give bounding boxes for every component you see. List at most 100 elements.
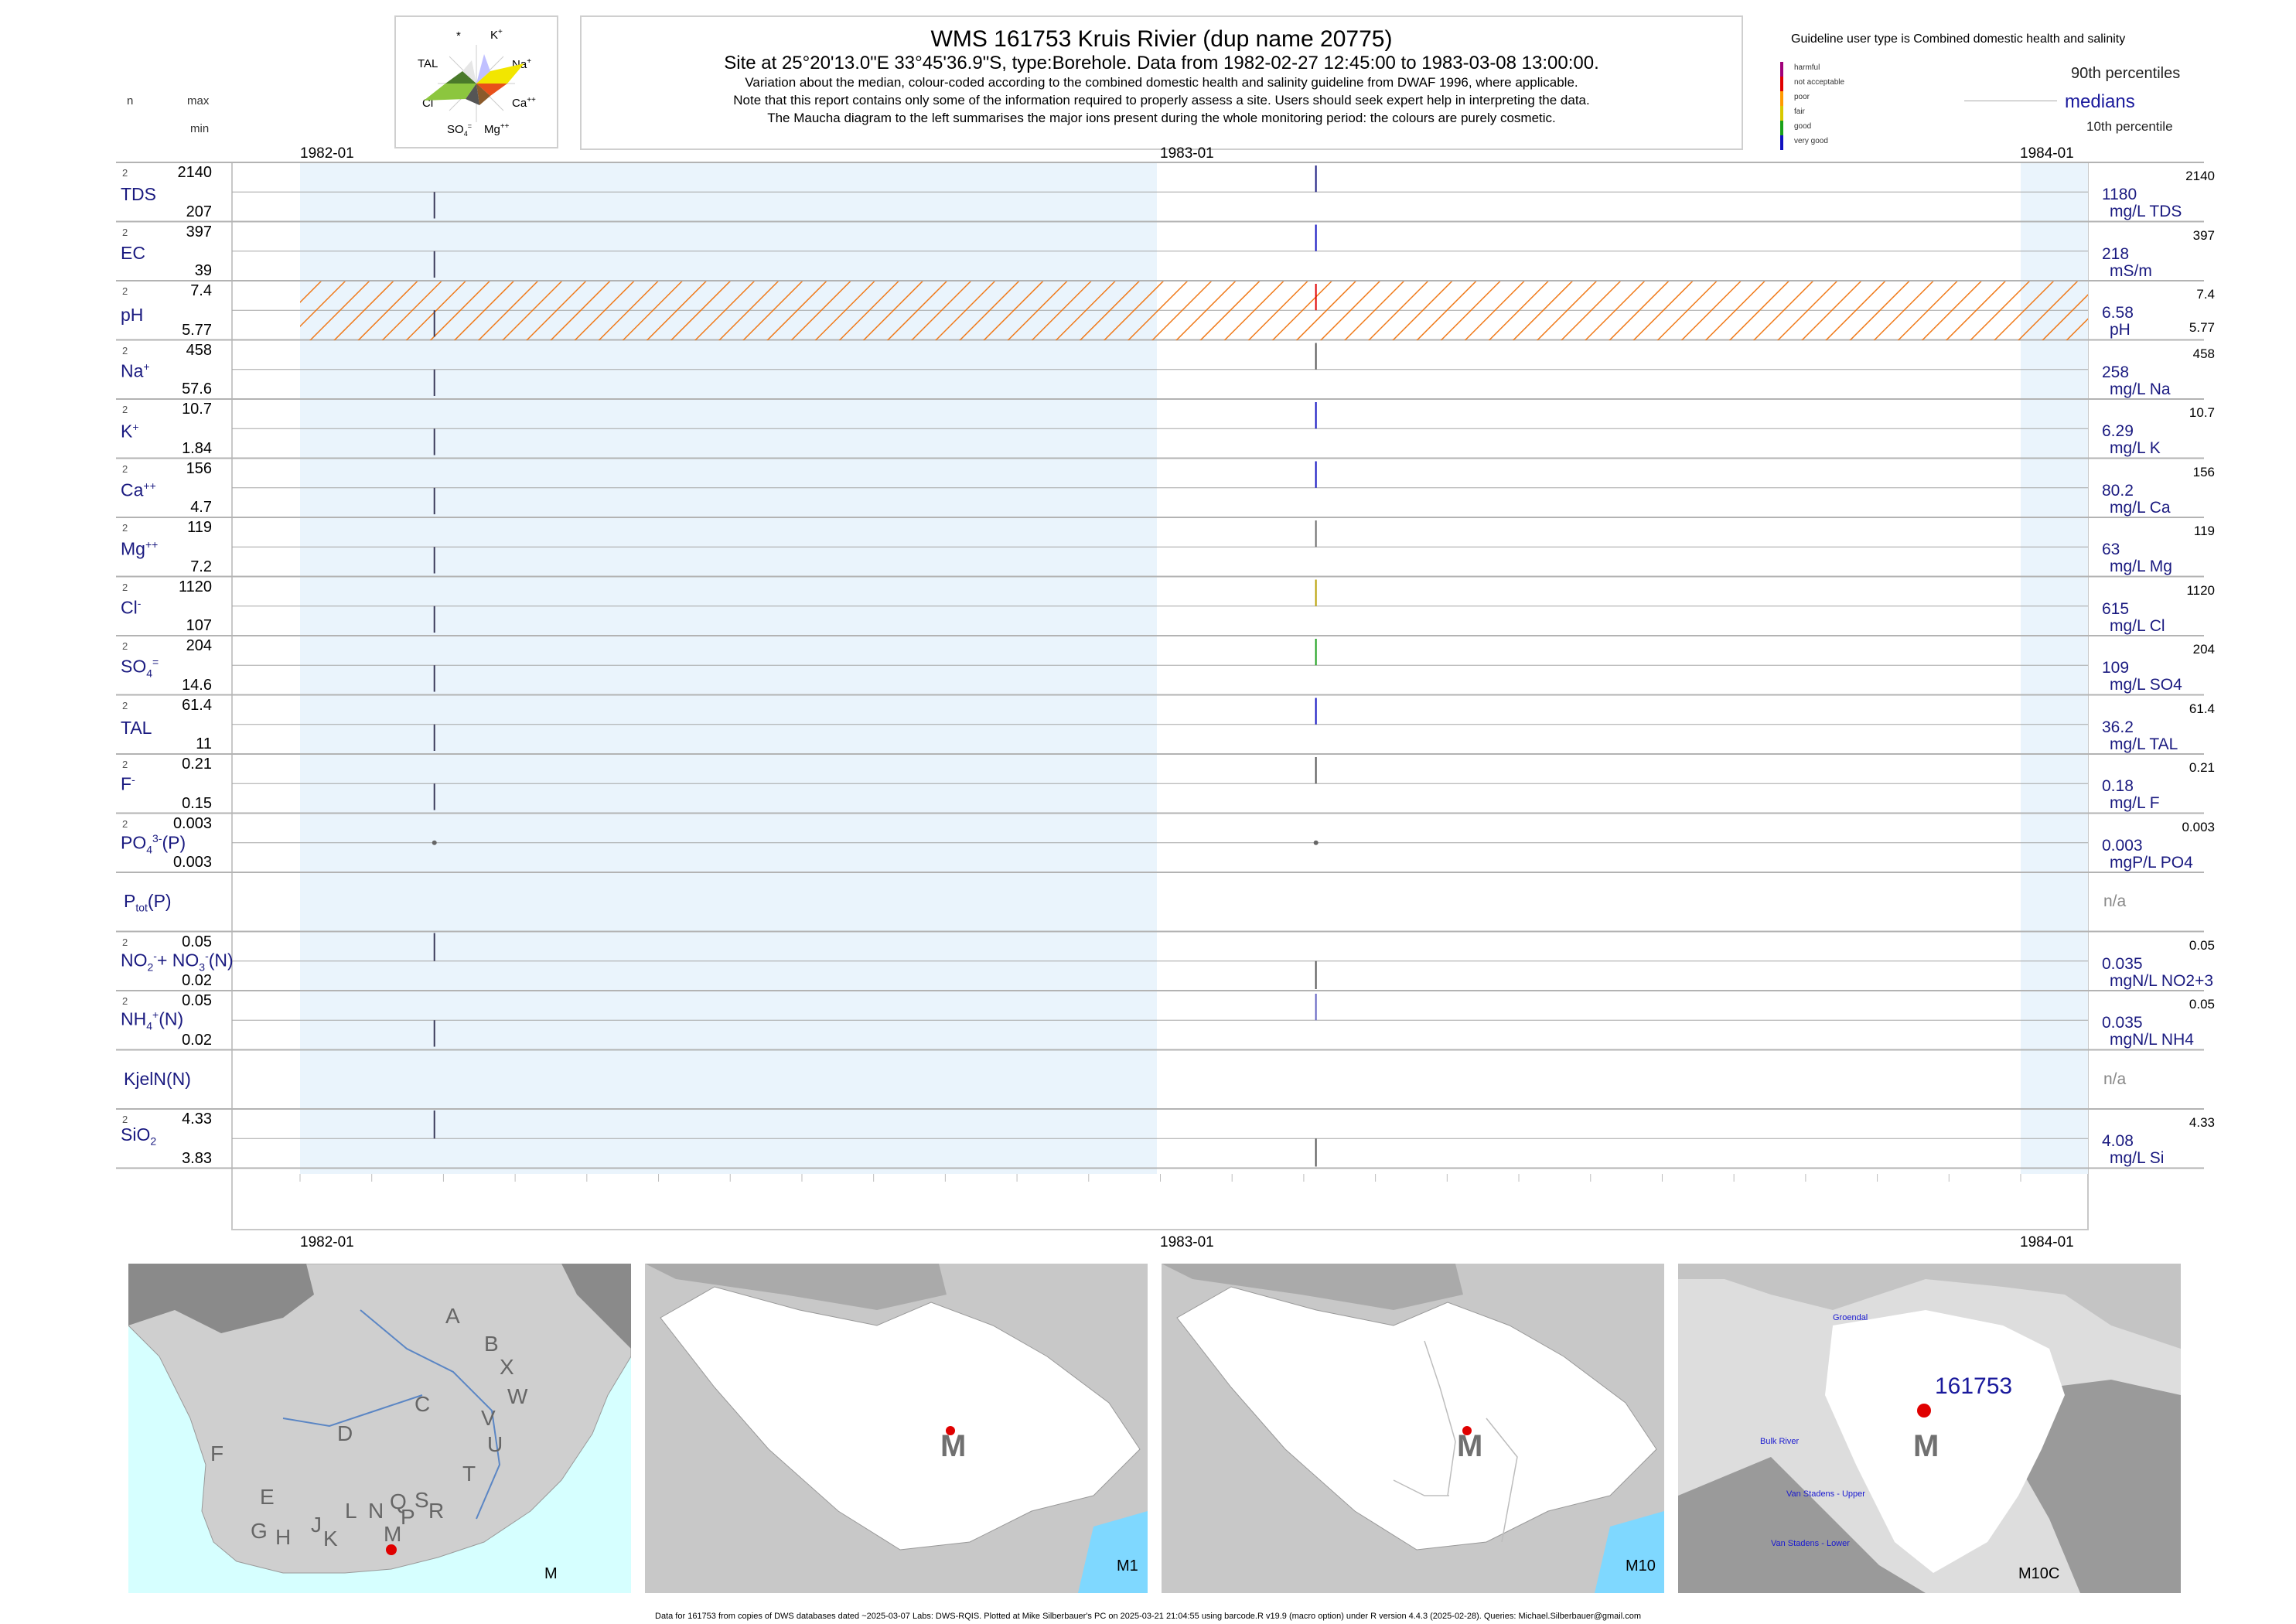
row-unit: mg/L K (2110, 439, 2161, 458)
row-min: 0.02 (182, 1031, 212, 1049)
row-right-max: 7.4 (2196, 287, 2215, 302)
maucha-k-label: K+ (490, 28, 503, 42)
row-right-max: 1120 (2186, 582, 2215, 598)
param-nh4: NH4+(N) (121, 1008, 184, 1032)
legend-color-bar (1780, 91, 1783, 106)
sample-point (1313, 840, 1319, 845)
map-m10c-site-label: 161753 (1935, 1373, 2013, 1399)
row-n: 2 (122, 462, 128, 475)
row-right-max: 4.33 (2189, 1115, 2215, 1130)
legend-p90: 90th percentiles (2071, 65, 2181, 82)
map-m1-marker: M (940, 1429, 967, 1463)
row-unit: mgN/L NO2+3 (2110, 971, 2214, 990)
row-n: 2 (122, 226, 128, 238)
row-min: 0.02 (182, 972, 212, 989)
row-right-max: 0.05 (2189, 997, 2215, 1012)
row-right-max: 0.003 (2182, 819, 2215, 834)
row-unit: mg/L Na (2110, 380, 2171, 398)
title-box: WMS 161753 Kruis Rivier (dup name 20775)… (580, 15, 1743, 150)
row-right-max: 0.21 (2189, 760, 2215, 775)
row-min: 5.77 (182, 321, 212, 339)
drainage-region-letter: L (345, 1499, 357, 1523)
description-line-2: Note that this report contains only some… (733, 93, 1590, 107)
row-right-max: 61.4 (2189, 701, 2215, 716)
description-line-3: The Maucha diagram to the left summarise… (767, 111, 1556, 125)
legend-item-label: good (1794, 122, 1812, 131)
col-header-min: min (190, 122, 210, 135)
param-na: Na+ (121, 360, 150, 381)
row-max: 119 (187, 519, 212, 536)
row-n: 2 (122, 404, 128, 415)
map-m10c: 161753 M Groendal Bulk River Van Stadens… (1678, 1264, 2181, 1593)
row-n: 2 (122, 817, 128, 830)
maucha-mg-label: Mg++ (484, 122, 510, 136)
row-max: 1120 (178, 578, 212, 595)
description-line-1: Variation about the median, colour-coded… (745, 75, 1578, 90)
row-unit: mg/L Ca (2110, 498, 2171, 517)
row-max: 0.05 (182, 933, 212, 950)
row-median: 6.58 (2102, 304, 2134, 322)
drainage-region-letter: C (415, 1392, 431, 1416)
map-m10-marker: M (1457, 1429, 1483, 1463)
row-median: 6.29 (2102, 422, 2134, 441)
footer-note: Data for 161753 from copies of DWS datab… (655, 1612, 1641, 1621)
maucha-star-shape (424, 45, 524, 122)
row-max: 10.7 (182, 401, 212, 418)
map-m10c-caption: M10C (2018, 1565, 2060, 1582)
drainage-region-letter: K (323, 1527, 338, 1551)
legend-median: medians (2065, 91, 2135, 112)
map-m-caption: M (544, 1565, 558, 1582)
row-unit: mgN/L NH4 (2110, 1031, 2194, 1049)
drainage-region-letter: U (487, 1432, 503, 1456)
map-m10: M M10 (1162, 1264, 1664, 1593)
maucha-tal-label: TAL (418, 57, 438, 70)
map-town-groendal: Groendal (1833, 1313, 1868, 1322)
row-min: 7.2 (190, 558, 212, 575)
param-f: F- (121, 773, 135, 794)
param-no2no3: NO2-+ NO3-(N) (121, 950, 234, 974)
row-min: 107 (186, 617, 212, 634)
row-right-max: 204 (2192, 642, 2215, 657)
drainage-region-letter: F (210, 1441, 224, 1465)
row-n: 2 (122, 1114, 128, 1125)
row-n: 2 (122, 285, 128, 297)
legend-item-label: poor (1794, 93, 1810, 101)
ph-guideline-band (300, 281, 2088, 340)
param-k: K+ (121, 421, 139, 442)
col-header-max: max (187, 94, 210, 107)
page-title: WMS 161753 Kruis Rivier (dup name 20775) (930, 26, 1393, 52)
row-n: 2 (122, 167, 128, 179)
row-min: 0.003 (172, 854, 212, 871)
row-right-max: 156 (2192, 464, 2215, 479)
row-right-max: 0.05 (2189, 937, 2215, 953)
map-m1-caption: M1 (1117, 1557, 1138, 1575)
row-right-max: 2140 (2185, 169, 2215, 183)
map-m1: M M1 (645, 1264, 1148, 1593)
param-sio2: SiO2 (121, 1124, 157, 1148)
drainage-region-letter: J (311, 1513, 322, 1537)
drainage-region-letter: H (275, 1525, 292, 1549)
row-median: 4.08 (2102, 1132, 2134, 1151)
top-date-1982: 1982-01 (300, 145, 354, 162)
row-unit: mg/L TAL (2110, 735, 2178, 753)
param-kjeln: KjelN(N) (124, 1069, 191, 1089)
sample-point (432, 840, 437, 845)
row-unit: mS/m (2110, 261, 2152, 280)
maucha-star: * (456, 29, 461, 43)
row-unit: mg/L F (2110, 794, 2160, 813)
drainage-region-letter: M (384, 1522, 402, 1546)
row-n: 2 (122, 522, 128, 534)
row-max: 0.21 (182, 756, 212, 773)
param-tal: TAL (121, 718, 152, 738)
row-n: 2 (122, 995, 128, 1007)
row-min: 0.15 (182, 794, 212, 812)
drainage-region-letter: E (260, 1485, 275, 1509)
row-max: 204 (186, 637, 212, 654)
map-m10c-marker: M (1913, 1429, 1939, 1463)
row-unit: mg/L SO4 (2110, 676, 2182, 694)
row-right-max: 397 (2192, 227, 2215, 243)
bottom-date-1982: 1982-01 (300, 1234, 354, 1250)
map-town-bulk-river: Bulk River (1760, 1437, 1800, 1446)
row-n: 2 (122, 936, 128, 948)
drainage-region-letter: N (368, 1499, 384, 1523)
